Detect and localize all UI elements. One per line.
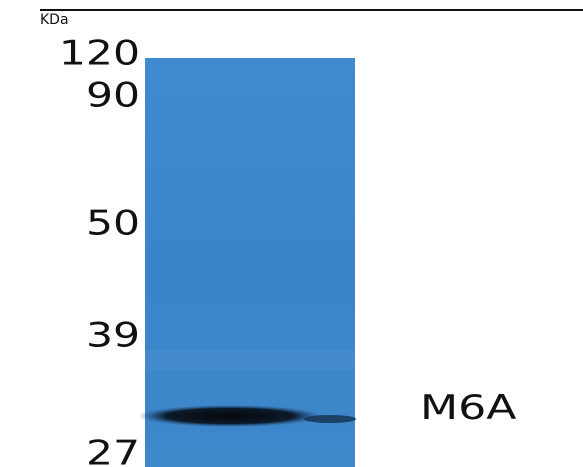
- gel-lane: [145, 58, 355, 467]
- unit-label: KDa: [40, 12, 69, 28]
- marker-label: 120: [59, 33, 140, 73]
- marker-labels: 120 90 50 39 27: [59, 33, 140, 467]
- marker-label: 50: [86, 203, 140, 243]
- band-label: M6A: [420, 388, 517, 428]
- marker-label: 39: [86, 315, 140, 355]
- band: [138, 405, 322, 427]
- marker-label: 27: [86, 433, 140, 467]
- faint-band: [145, 350, 355, 370]
- band-tail: [304, 415, 356, 423]
- marker-label: 90: [86, 75, 140, 115]
